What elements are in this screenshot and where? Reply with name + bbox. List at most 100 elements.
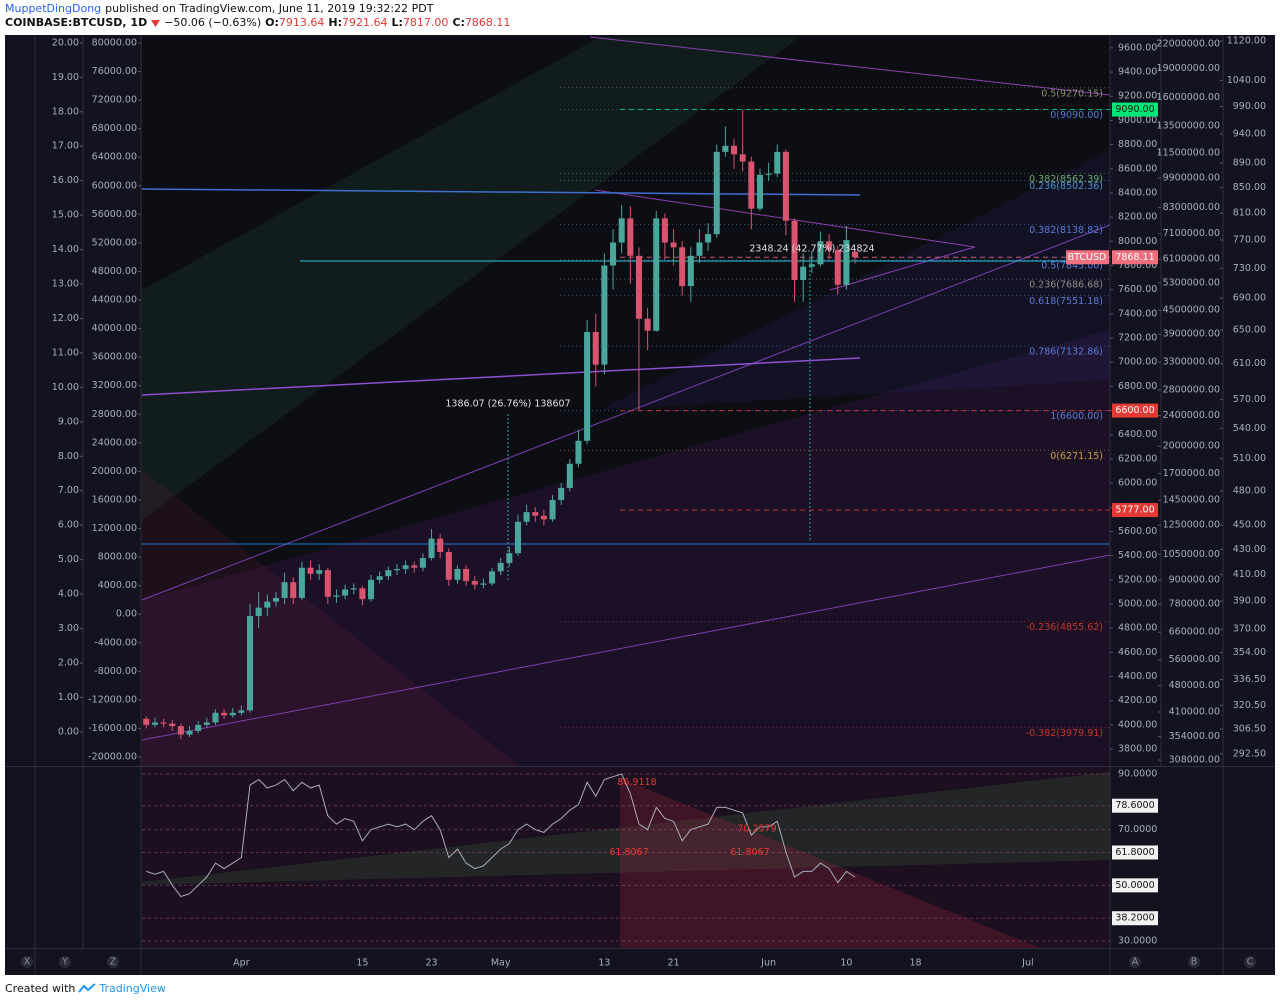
candle-body bbox=[212, 712, 219, 723]
drawings bbox=[141, 36, 1111, 948]
y-tick-label: 1450000.00 bbox=[1163, 495, 1220, 506]
x-tick-label: 15 bbox=[356, 958, 368, 969]
scale-button[interactable] bbox=[21, 956, 33, 968]
candle-body bbox=[705, 234, 712, 243]
scale-button[interactable] bbox=[1244, 956, 1256, 968]
candle-body bbox=[445, 552, 452, 580]
candle-body bbox=[359, 588, 366, 600]
y-tick-label: 780000.00 bbox=[1169, 599, 1220, 610]
footer-brand[interactable]: TradingView bbox=[99, 982, 166, 995]
header-line-1: MuppetDingDong published on TradingView.… bbox=[5, 2, 510, 16]
candle-body bbox=[748, 161, 755, 209]
trend-line bbox=[589, 36, 1111, 96]
scale-button-label[interactable]: B bbox=[1191, 957, 1198, 968]
candle-body bbox=[514, 521, 521, 554]
scale-button[interactable] bbox=[1129, 956, 1141, 968]
rsi-line bbox=[146, 773, 856, 898]
triangle-drawing bbox=[594, 189, 976, 291]
candle-body bbox=[756, 174, 763, 209]
y-tick-label: 940.00 bbox=[1233, 129, 1266, 140]
scale-button-label[interactable]: C bbox=[1247, 957, 1254, 968]
rsi-drawing bbox=[142, 772, 1110, 885]
y-tick-label: 22000000.00 bbox=[1157, 39, 1220, 50]
y-tick-label: 7800.00 bbox=[1118, 260, 1157, 271]
level-tag bbox=[1112, 798, 1158, 813]
candle-body bbox=[247, 616, 254, 711]
candle-body bbox=[765, 173, 772, 175]
y-tick-label: 610.00 bbox=[1233, 358, 1266, 369]
y-tick-label: 690.00 bbox=[1233, 293, 1266, 304]
y-tick-label: 6.00 bbox=[58, 520, 79, 531]
y-tick-label: 68000.00 bbox=[92, 123, 137, 134]
candle-body bbox=[575, 440, 582, 464]
y-tick-label: 390.00 bbox=[1233, 596, 1266, 607]
y-tick-label: 354.00 bbox=[1233, 647, 1266, 658]
published: published on TradingView.com, June 11, 2… bbox=[105, 2, 434, 15]
y-tick-label: 52000.00 bbox=[92, 237, 137, 248]
price-tag bbox=[1112, 250, 1158, 265]
y-tick-label: 12000.00 bbox=[92, 523, 137, 534]
candle-body bbox=[160, 722, 167, 724]
y-tick-label: 370.00 bbox=[1233, 624, 1266, 635]
scale-button-label[interactable]: Y bbox=[61, 957, 68, 968]
y-tick-label: 660000.00 bbox=[1169, 627, 1220, 638]
x-tick-label: Apr bbox=[233, 958, 250, 969]
x-tick-label: 23 bbox=[425, 958, 437, 969]
y-tick-label: -4000.00 bbox=[94, 637, 137, 648]
scale-button[interactable] bbox=[107, 956, 119, 968]
level-tag-label: 38.2000 bbox=[1115, 913, 1154, 924]
change: −50.06 (−0.63%) bbox=[164, 16, 262, 29]
candle-body bbox=[221, 712, 228, 716]
y-tick-label: 80000.00 bbox=[92, 37, 137, 48]
candle-body bbox=[506, 553, 513, 563]
symbol-tag-label: BTCUSD bbox=[1068, 252, 1107, 263]
candle-body bbox=[186, 730, 193, 735]
y-tick-label: 90.0000 bbox=[1118, 768, 1157, 779]
author[interactable]: MuppetDingDong bbox=[5, 2, 102, 15]
candle-body bbox=[817, 241, 824, 265]
y-tick-label: 16.00 bbox=[52, 175, 79, 186]
x-tick-label: Jun bbox=[760, 958, 776, 969]
y-tick-label: 306.50 bbox=[1233, 724, 1266, 735]
trend-line bbox=[141, 224, 1111, 601]
scale-button-label[interactable]: Z bbox=[110, 957, 117, 968]
measure-label: 2348.24 (42.77%) 234824 bbox=[749, 244, 874, 255]
scale-button-label[interactable]: A bbox=[1132, 957, 1139, 968]
y-tick-label: 20000.00 bbox=[92, 466, 137, 477]
scale-button[interactable] bbox=[1188, 956, 1200, 968]
header: MuppetDingDong published on TradingView.… bbox=[5, 2, 510, 30]
scale-button[interactable] bbox=[59, 956, 71, 968]
price-tag-label: 9090.00 bbox=[1115, 104, 1154, 115]
candle-body bbox=[592, 331, 599, 365]
candle-body bbox=[238, 710, 245, 713]
down-arrow bbox=[151, 19, 161, 27]
level-tag bbox=[1112, 845, 1158, 860]
y-tick-label: 3.00 bbox=[58, 623, 79, 634]
high-label: H: bbox=[328, 16, 343, 29]
logo bbox=[78, 983, 97, 993]
candle-body bbox=[255, 607, 262, 617]
trend-line bbox=[141, 554, 1111, 741]
fib-label: 0.236(7686.68) bbox=[1029, 280, 1103, 291]
symbol: COINBASE:BTCUSD, 1D bbox=[5, 16, 148, 29]
y-tick-label: 15.00 bbox=[52, 210, 79, 221]
y-tick-label: 5600.00 bbox=[1118, 526, 1157, 537]
scale-button-label[interactable]: X bbox=[24, 957, 31, 968]
chart: 20.00 19.00 18.00 17.00 16.00 15.00 14.00 13.00… bbox=[5, 35, 1275, 975]
y-tick-label: 570.00 bbox=[1233, 394, 1266, 405]
y-tick-label: 8200.00 bbox=[1118, 212, 1157, 223]
y-tick-label: 7100000.00 bbox=[1163, 228, 1220, 239]
candle-body bbox=[661, 218, 668, 243]
y-tick-label: 3900000.00 bbox=[1163, 329, 1220, 340]
candle-body bbox=[290, 582, 297, 598]
y-tick-label: 810.00 bbox=[1233, 208, 1266, 219]
y-tick-label: 7000.00 bbox=[1118, 357, 1157, 368]
y-tick-label: 7600.00 bbox=[1118, 284, 1157, 295]
candle-body bbox=[471, 581, 478, 585]
candle-body bbox=[480, 583, 487, 585]
y-tick-label: 11.00 bbox=[52, 347, 79, 358]
footer-text: Created with bbox=[5, 982, 76, 995]
rsi-annotation: 61.8067 bbox=[609, 847, 648, 858]
y-tick-label: 9200.00 bbox=[1118, 91, 1157, 102]
y-tick-label: 480.00 bbox=[1233, 485, 1266, 496]
